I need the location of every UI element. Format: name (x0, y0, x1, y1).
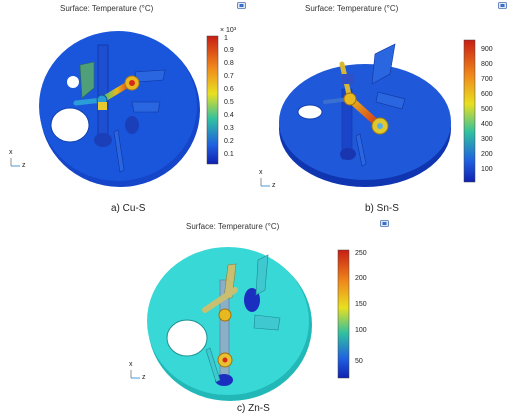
axis-triad-icon (10, 158, 20, 167)
panel-b-title: Surface: Temperature (°C) (305, 4, 399, 13)
panel-c-colorbar (337, 249, 350, 379)
tick-label: 0.1 (224, 151, 234, 158)
axis-z-label: z (22, 162, 26, 169)
axis-x-label: x (129, 361, 133, 368)
tick-label: 800 (481, 61, 493, 68)
tick-label: 600 (481, 91, 493, 98)
tick-label: 300 (481, 136, 493, 143)
camera-icon[interactable] (380, 220, 389, 227)
panel-b-model (279, 43, 451, 187)
panel-b-colorbar (463, 39, 476, 183)
tick-label: 700 (481, 76, 493, 83)
panel-c-title: Surface: Temperature (°C) (186, 222, 280, 231)
panel-a-caption: a) Cu-S (111, 203, 146, 214)
axis-triad-icon (130, 370, 140, 379)
panel-a-exponent: × 10³ (220, 27, 237, 34)
tick-label: 150 (355, 301, 367, 308)
tick-label: 500 (481, 106, 493, 113)
axis-triad-icon (260, 178, 270, 187)
tick-label: 0.5 (224, 99, 234, 106)
tick-label: 200 (355, 275, 367, 282)
tick-label: 0.3 (224, 125, 234, 132)
tick-label: 0.4 (224, 112, 234, 119)
tick-label: 50 (355, 358, 363, 365)
axis-x-label: x (9, 149, 13, 156)
camera-icon[interactable] (498, 2, 507, 9)
panel-c-model (147, 247, 312, 401)
tick-label: 0.8 (224, 60, 234, 67)
panel-c-caption: c) Zn-S (237, 403, 270, 414)
panel-a-colorbar (206, 35, 219, 165)
panel-a-title: Surface: Temperature (°C) (60, 4, 154, 13)
axis-z-label: z (142, 374, 146, 381)
tick-label: 0.2 (224, 138, 234, 145)
panel-a-model (39, 31, 200, 187)
axis-z-label: z (272, 182, 276, 189)
camera-icon[interactable] (237, 2, 246, 9)
panel-b-caption: b) Sn-S (365, 203, 399, 214)
axis-x-label: x (259, 169, 263, 176)
tick-label: 0.9 (224, 47, 234, 54)
tick-label: 250 (355, 250, 367, 257)
tick-label: 900 (481, 46, 493, 53)
tick-label: 200 (481, 151, 493, 158)
tick-label: 400 (481, 121, 493, 128)
tick-label: 1 (224, 35, 228, 42)
tick-label: 100 (355, 327, 367, 334)
tick-label: 100 (481, 166, 493, 173)
tick-label: 0.6 (224, 86, 234, 93)
tick-label: 0.7 (224, 73, 234, 80)
